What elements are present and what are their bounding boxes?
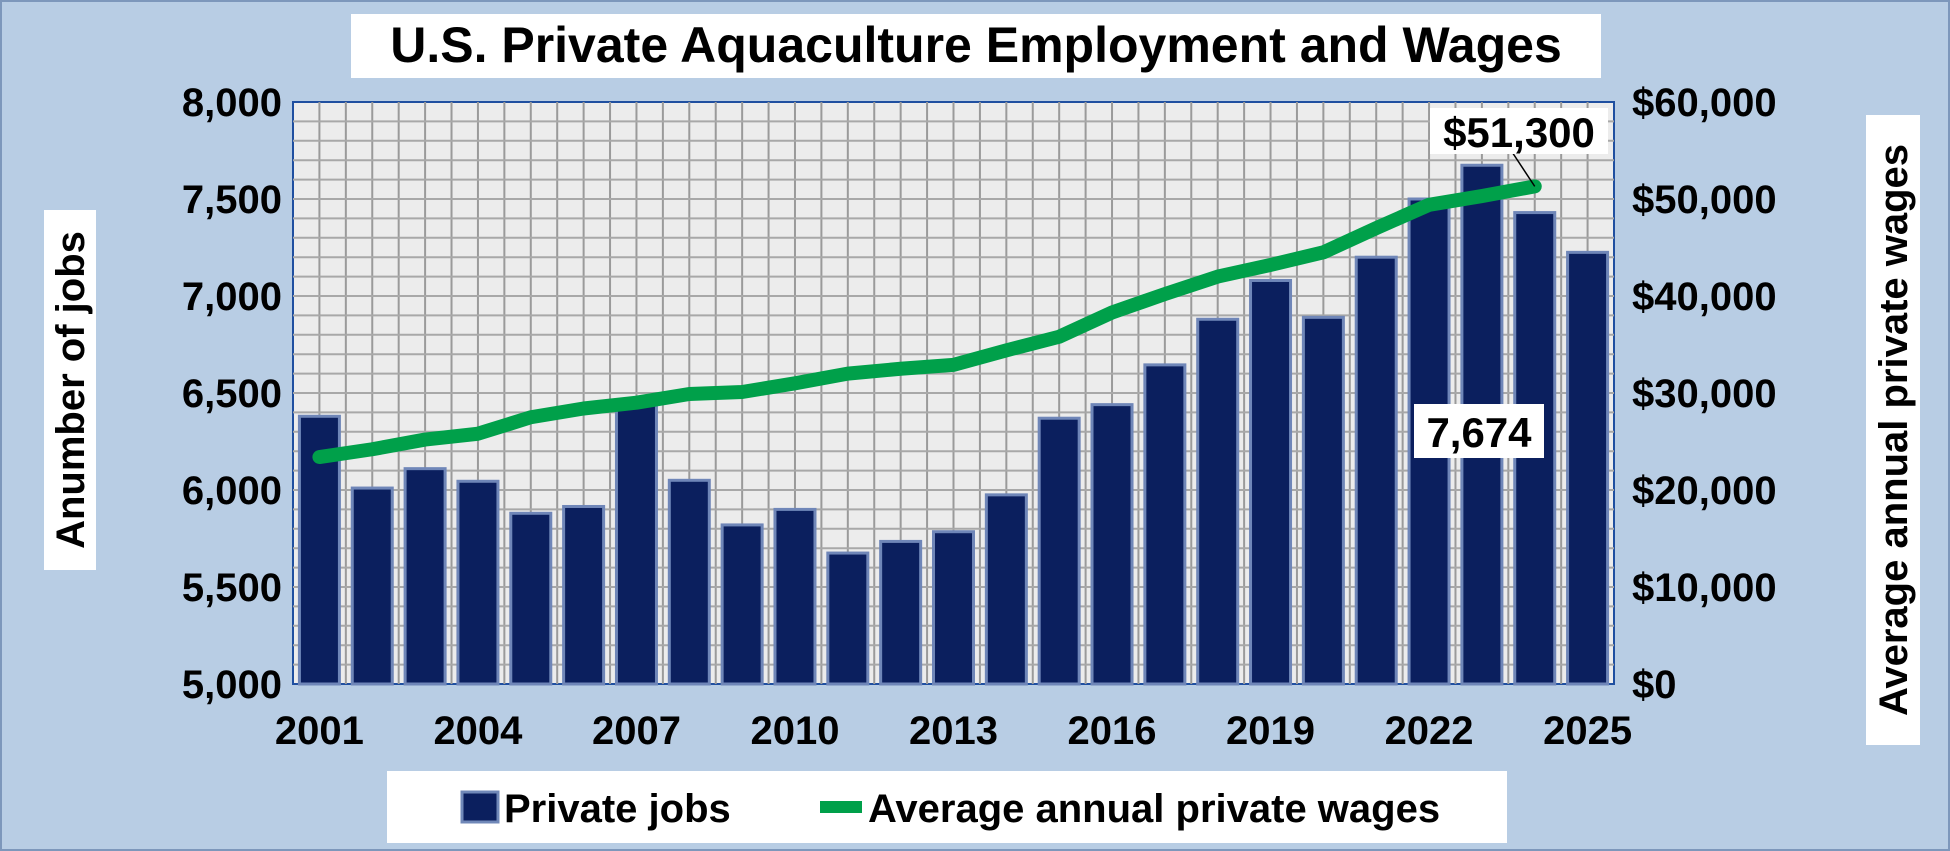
legend-box: [387, 771, 1507, 843]
bar-2004: [456, 479, 500, 686]
bar-2009: [720, 523, 764, 686]
bar-2014: [984, 493, 1028, 686]
right-tick-label: $10,000: [1632, 566, 1777, 610]
bar-2002: [350, 486, 394, 686]
right-tick-label: $50,000: [1632, 178, 1777, 222]
bar-2006: [562, 504, 606, 686]
x-tick-label: 2004: [433, 709, 523, 753]
bar-2005: [509, 511, 553, 686]
left-tick-label: 7,000: [182, 275, 282, 319]
bar-2015: [1037, 416, 1081, 686]
left-axis-title: Anumber of jobs: [49, 231, 93, 549]
bar-2025: [1566, 250, 1610, 686]
legend-label-private-jobs: Private jobs: [504, 787, 731, 831]
annotation-wage-label: $51,300: [1443, 109, 1595, 156]
x-tick-label: 2007: [592, 709, 681, 753]
bar-2021: [1354, 255, 1398, 686]
left-tick-label: 5,500: [182, 566, 282, 610]
x-axis-ticks: 2001 2004 2007 2010 2013 2016 2019 2022 2025: [275, 709, 1632, 753]
annotation-box-jobs: [1414, 404, 1544, 458]
bar-2008: [667, 478, 711, 686]
x-tick-label: 2013: [909, 709, 998, 753]
x-tick-label: 2019: [1226, 709, 1315, 753]
chart-title: U.S. Private Aquaculture Employment and …: [390, 17, 1562, 73]
annotation-box-wage: [1430, 108, 1608, 154]
x-tick-label: 2025: [1543, 709, 1632, 753]
right-tick-label: $40,000: [1632, 275, 1777, 319]
annotation-jobs-label: 7,674: [1426, 409, 1532, 456]
left-tick-label: 6,000: [182, 469, 282, 513]
annotation-leader-line: [1510, 149, 1536, 187]
right-axis-title: Average annual private wages: [1872, 144, 1916, 716]
left-tick-label: 6,500: [182, 372, 282, 416]
legend-label-wages: Average annual private wages: [868, 787, 1440, 831]
bar-2003: [403, 467, 447, 686]
bar-2020: [1301, 315, 1345, 686]
legend-swatch-private-jobs: [460, 790, 500, 824]
x-tick-label: 2016: [1068, 709, 1157, 753]
x-tick-label: 2022: [1385, 709, 1474, 753]
left-tick-label: 7,500: [182, 178, 282, 222]
bar-2013: [932, 530, 975, 686]
bar-2018: [1196, 317, 1240, 686]
bar-2011: [826, 551, 870, 686]
right-tick-label: $0: [1632, 663, 1677, 707]
right-tick-label: $30,000: [1632, 372, 1777, 416]
right-tick-label: $60,000: [1632, 81, 1777, 125]
bar-2012: [879, 539, 923, 686]
wage-line: [312, 179, 1542, 465]
annotations: $51,300 7,674: [1414, 108, 1608, 458]
x-tick-label: 2010: [750, 709, 839, 753]
bar-2007: [614, 401, 658, 686]
left-tick-label: 5,000: [182, 663, 282, 707]
left-axis-title-box: [44, 210, 96, 570]
x-tick-label: 2001: [275, 709, 364, 753]
wage-line-path: [312, 179, 1542, 465]
left-tick-label: 8,000: [182, 81, 282, 125]
title-box: [351, 14, 1601, 78]
bar-2019: [1249, 278, 1293, 686]
bar-2016: [1090, 403, 1134, 686]
left-axis-ticks: 5,000 5,500 6,000 6,500 7,000 7,500 8,000: [182, 81, 282, 707]
right-tick-label: $20,000: [1632, 469, 1777, 513]
right-axis-ticks: $0 $10,000 $20,000 $30,000 $40,000 $50,000 $60…: [1632, 81, 1777, 707]
right-axis-title-box: [1866, 115, 1920, 745]
bar-2010: [773, 507, 817, 686]
bar-2017: [1143, 363, 1187, 686]
